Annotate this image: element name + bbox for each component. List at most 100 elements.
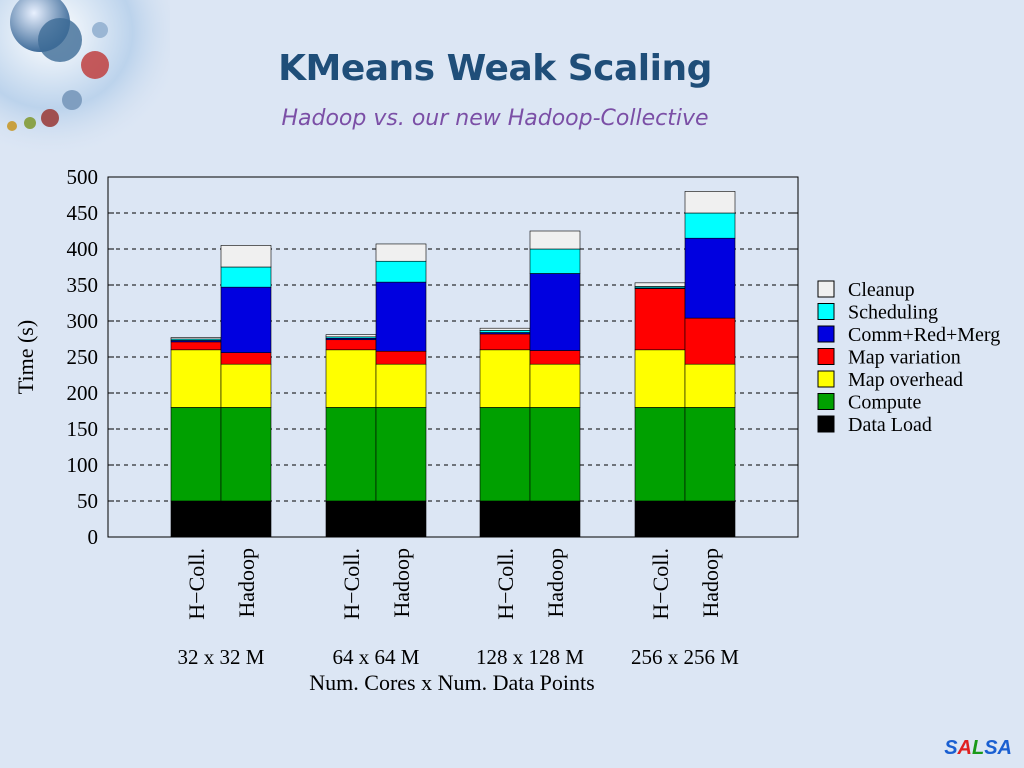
bar-segment-map-overhead — [325, 349, 377, 408]
y-tick-label: 400 — [67, 237, 99, 261]
legend-swatch — [817, 325, 835, 343]
y-tick-label: 350 — [67, 273, 99, 297]
bar-segment-cleanup — [529, 230, 581, 250]
bar-label: Hadoop — [698, 548, 723, 618]
salsa-logo: SALSA — [944, 737, 1012, 760]
bar-segment-data-load — [170, 500, 222, 538]
bar-segment-compute — [170, 407, 222, 502]
legend-label: Data Load — [848, 414, 932, 436]
bar-label: Hadoop — [234, 548, 259, 618]
y-axis-ticks: 0 50 100 150 200 250 300 350 400 450 500 — [67, 165, 798, 549]
legend-item: Map overhead — [817, 369, 963, 391]
legend-item: Comm+Red+Merg — [817, 324, 1000, 346]
bar-segment-map-overhead — [170, 349, 222, 408]
legend-item: Data Load — [817, 414, 932, 436]
logo-letter: A — [957, 737, 972, 759]
y-tick-label: 500 — [67, 165, 99, 189]
bar-segment-data-load — [325, 500, 377, 538]
bar-segment-scheduling — [220, 266, 272, 288]
y-tick-label: 50 — [77, 489, 98, 513]
logo-letter: S — [984, 737, 998, 759]
logo-letter: A — [997, 737, 1012, 759]
bar-segment-compute — [634, 407, 686, 502]
bar-segment-data-load — [634, 500, 686, 538]
bar-segment-compute — [684, 407, 736, 502]
bar-segment-comm-red-merg — [529, 273, 581, 351]
bar-stack — [220, 245, 272, 538]
bar-label: Hadoop — [389, 548, 414, 618]
bar-segment-cleanup — [375, 243, 427, 262]
group-label: 256 x 256 M — [631, 645, 739, 669]
legend-item: Scheduling — [817, 302, 938, 324]
bar-segment-map-variation — [634, 288, 686, 351]
bar-label: H−Coll. — [493, 548, 518, 620]
legend-label: Map variation — [848, 347, 961, 369]
y-tick-label: 200 — [67, 381, 99, 405]
bar-segment-cleanup — [220, 245, 272, 268]
bar-label: H−Coll. — [648, 548, 673, 620]
bar-segment-map-overhead — [375, 363, 427, 408]
bar-stack — [479, 327, 531, 538]
bar-stack — [634, 282, 686, 538]
y-axis-label: Time (s) — [13, 320, 38, 394]
legend-label: Scheduling — [848, 302, 938, 324]
bar-segment-data-load — [375, 500, 427, 538]
legend-item: Map variation — [817, 347, 961, 369]
y-tick-label: 150 — [67, 417, 99, 441]
decorative-globe-graphic — [0, 0, 170, 160]
x-axis-label: Num. Cores x Num. Data Points — [309, 670, 594, 695]
y-tick-label: 100 — [67, 453, 99, 477]
bar-segment-map-overhead — [529, 363, 581, 408]
bar-segment-map-overhead — [220, 363, 272, 408]
legend-label: Map overhead — [848, 369, 963, 391]
logo-letter: L — [971, 737, 985, 759]
bar-segment-scheduling — [684, 212, 736, 239]
bar-segment-compute — [529, 407, 581, 502]
legend-label: Cleanup — [848, 279, 915, 301]
bar-segment-data-load — [684, 500, 736, 538]
bar-stack — [170, 337, 222, 538]
bar-segment-map-overhead — [684, 363, 736, 408]
bar-segment-map-variation — [684, 317, 736, 365]
bar-segment-comm-red-merg — [220, 286, 272, 353]
y-tick-label: 0 — [88, 525, 99, 549]
legend-label: Comm+Red+Merg — [848, 324, 1000, 346]
bar-segment-data-load — [529, 500, 581, 538]
y-tick-label: 300 — [67, 309, 99, 333]
bar-segment-map-variation — [529, 350, 581, 365]
bar-segment-map-overhead — [479, 349, 531, 408]
group-label: 64 x 64 M — [333, 645, 420, 669]
group-label: 128 x 128 M — [476, 645, 584, 669]
bar-segment-map-variation — [220, 352, 272, 365]
slide-title: KMeans Weak Scaling — [278, 48, 712, 89]
bar-segment-map-variation — [479, 333, 531, 351]
legend-swatch — [817, 280, 835, 298]
legend-swatch — [817, 303, 835, 320]
bar-stack — [684, 191, 736, 538]
bar-label: H−Coll. — [184, 548, 209, 620]
bar-stack — [375, 243, 427, 538]
bar-segment-data-load — [220, 500, 272, 538]
bar-label: H−Coll. — [339, 548, 364, 620]
legend-item: Cleanup — [817, 279, 915, 301]
bar-segment-compute — [325, 407, 377, 502]
slide-subtitle: Hadoop vs. our new Hadoop-Collective — [281, 106, 709, 131]
bar-label: Hadoop — [543, 548, 568, 618]
bar-segment-map-variation — [375, 350, 427, 365]
logo-letter: S — [944, 737, 958, 759]
bar-segment-compute — [220, 407, 272, 502]
bar-segment-comm-red-merg — [375, 281, 427, 352]
bar-segment-map-variation — [325, 339, 377, 351]
legend-swatch — [817, 415, 835, 433]
legend-item: Compute — [817, 392, 921, 414]
bar-segment-compute — [479, 407, 531, 502]
bar-segment-scheduling — [529, 248, 581, 274]
group-label: 32 x 32 M — [178, 645, 265, 669]
bar-stack — [325, 334, 377, 538]
x-axis-labels: H−Coll. Hadoop 32 x 32 M H−Coll. Hadoop 64 x … — [178, 548, 740, 669]
bar-segment-scheduling — [375, 260, 427, 283]
bar-segment-data-load — [479, 500, 531, 538]
bar-segment-compute — [375, 407, 427, 502]
